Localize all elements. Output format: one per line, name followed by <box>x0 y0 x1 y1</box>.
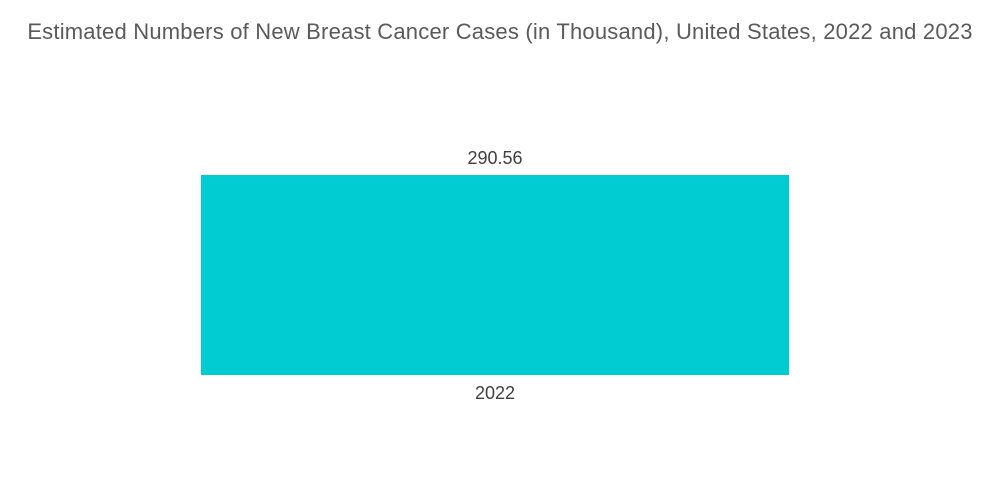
bar-group-2022: 290.56 <box>201 148 789 375</box>
bar-value-label: 290.56 <box>467 148 523 168</box>
chart-title: Estimated Numbers of New Breast Cancer C… <box>27 19 973 44</box>
x-axis-category-label: 2022 <box>474 383 516 403</box>
bar-2022 <box>201 175 789 375</box>
